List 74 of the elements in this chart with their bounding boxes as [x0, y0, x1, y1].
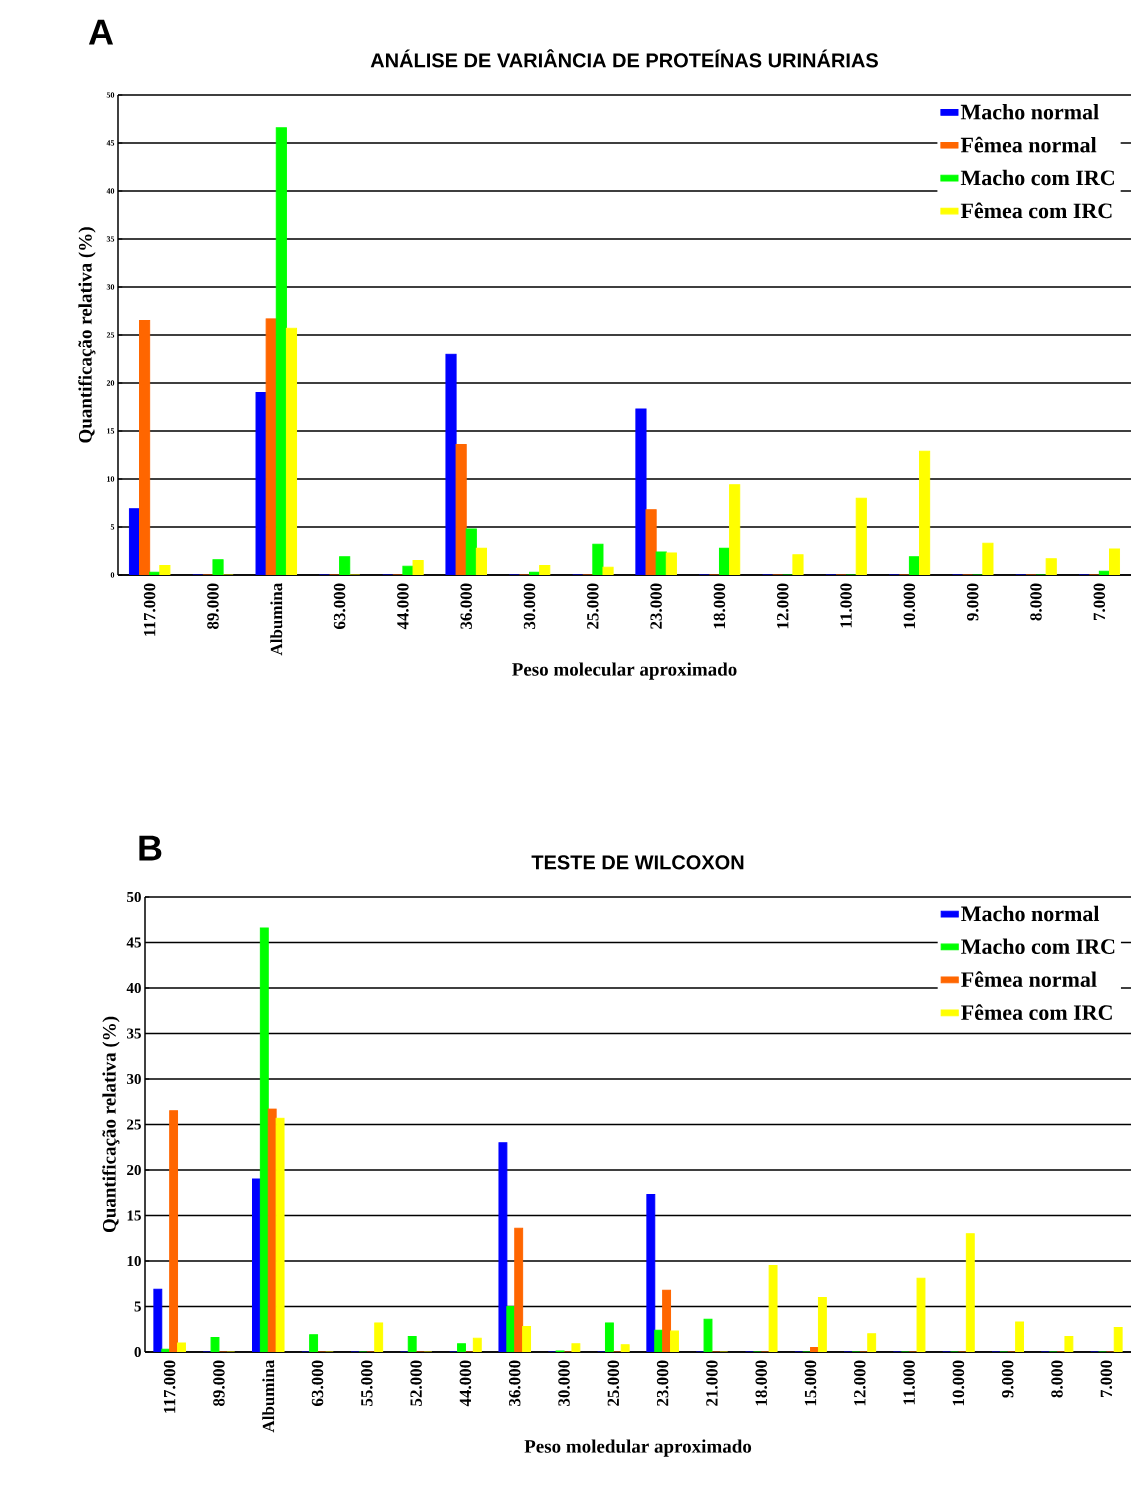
- x-tick-label: 18.000: [755, 1360, 768, 1406]
- y-tick-label: 20: [106, 380, 115, 386]
- chart-title: TESTE DE WILCOXON: [531, 855, 744, 870]
- y-tick-label: 15: [107, 428, 115, 434]
- x-tick-label: 9.000: [1001, 1360, 1014, 1398]
- chart-title: ANÁLISE DE VARIÂNCIA DE PROTEÍNAS URINÁRIAS: [370, 49, 878, 68]
- x-tick-label: Albumina: [270, 583, 283, 656]
- y-tick-label: 0: [134, 1346, 141, 1358]
- x-tick-label: 55.000: [361, 1360, 373, 1406]
- x-tick-label: 10.000: [903, 583, 916, 629]
- x-tick-label: 18.000: [713, 583, 726, 629]
- legend-label: Fêmea com IRC: [960, 202, 1112, 219]
- x-tick-label: 7.000: [1093, 583, 1106, 621]
- y-tick-label: 25: [106, 332, 115, 338]
- x-tick-label: 117.000: [143, 583, 156, 636]
- legend-label: Fêmea normal: [960, 136, 1097, 153]
- legend-label: Fêmea normal: [961, 971, 1097, 988]
- x-tick-label: 15.000: [804, 1360, 817, 1406]
- x-tick-label: 12.000: [854, 1360, 866, 1406]
- x-tick-label: 30.000: [558, 1360, 570, 1406]
- x-tick-label: 21.000: [706, 1360, 718, 1406]
- x-tick-label: 52.000: [410, 1360, 422, 1406]
- x-tick-label: 89.000: [213, 1360, 225, 1407]
- x-tick-label: 117.000: [163, 1360, 176, 1413]
- y-tick-label: 50: [106, 92, 115, 98]
- y-tick-label: 45: [106, 140, 115, 146]
- y-tick-label: 50: [127, 891, 141, 903]
- x-tick-label: 11.000: [903, 1360, 915, 1405]
- text: A: [88, 19, 114, 45]
- y-tick-label: 30: [127, 1073, 141, 1085]
- y-tick-label: 10: [127, 1255, 141, 1267]
- legend-label: Macho normal: [961, 905, 1100, 922]
- x-tick-label: 36.000: [508, 1360, 521, 1406]
- x-tick-label: 63.000: [333, 583, 346, 629]
- y-axis-title: Quantificação relativa (%): [78, 227, 96, 443]
- x-tick-label: 10.000: [952, 1360, 965, 1406]
- x-tick-label: 25.000: [607, 1360, 620, 1406]
- y-tick-label: 5: [134, 1301, 141, 1312]
- x-tick-label: 30.000: [523, 583, 536, 629]
- x-tick-label: 8.000: [1030, 583, 1042, 621]
- x-tick-label: 23.000: [650, 583, 662, 629]
- legend-label: Fêmea com IRC: [961, 1004, 1112, 1021]
- y-tick-label: 45: [126, 937, 141, 948]
- text: B: [139, 835, 162, 861]
- x-tick-label: 7.000: [1100, 1360, 1113, 1398]
- x-tick-label: 23.000: [656, 1360, 669, 1406]
- x-tick-label: 8.000: [1051, 1360, 1063, 1398]
- legend-label: Macho com IRC: [961, 938, 1115, 955]
- x-tick-label: 89.000: [207, 583, 219, 629]
- y-tick-label: 10: [107, 476, 115, 482]
- x-tick-label: 44.000: [459, 1360, 472, 1407]
- x-axis-title: Peso moledular aproximado: [524, 1439, 752, 1457]
- y-tick-label: 20: [127, 1164, 141, 1176]
- x-tick-label: 36.000: [460, 583, 472, 629]
- y-axis-title: Quantificação relativa (%): [102, 1016, 120, 1233]
- y-tick-label: 0: [110, 572, 115, 578]
- y-tick-label: 35: [106, 236, 115, 242]
- legend-label: Macho com IRC: [960, 169, 1114, 186]
- x-tick-label: 63.000: [311, 1360, 324, 1406]
- x-tick-label: 9.000: [966, 583, 979, 621]
- y-tick-label: 15: [127, 1210, 141, 1221]
- x-axis-title: Peso molecular aproximado: [512, 662, 737, 680]
- x-tick-label: 12.000: [777, 583, 789, 629]
- y-tick-label: 35: [127, 1028, 141, 1039]
- x-tick-label: Albumina: [262, 1360, 275, 1433]
- y-tick-label: 40: [106, 188, 115, 194]
- y-tick-label: 30: [106, 284, 115, 290]
- x-tick-label: 25.000: [587, 583, 599, 629]
- legend-label: Macho normal: [960, 104, 1099, 120]
- x-tick-label: 44.000: [397, 583, 409, 630]
- y-tick-label: 25: [127, 1119, 141, 1130]
- x-tick-label: 11.000: [840, 583, 852, 628]
- y-tick-label: 5: [110, 524, 115, 530]
- y-tick-label: 40: [126, 982, 141, 994]
